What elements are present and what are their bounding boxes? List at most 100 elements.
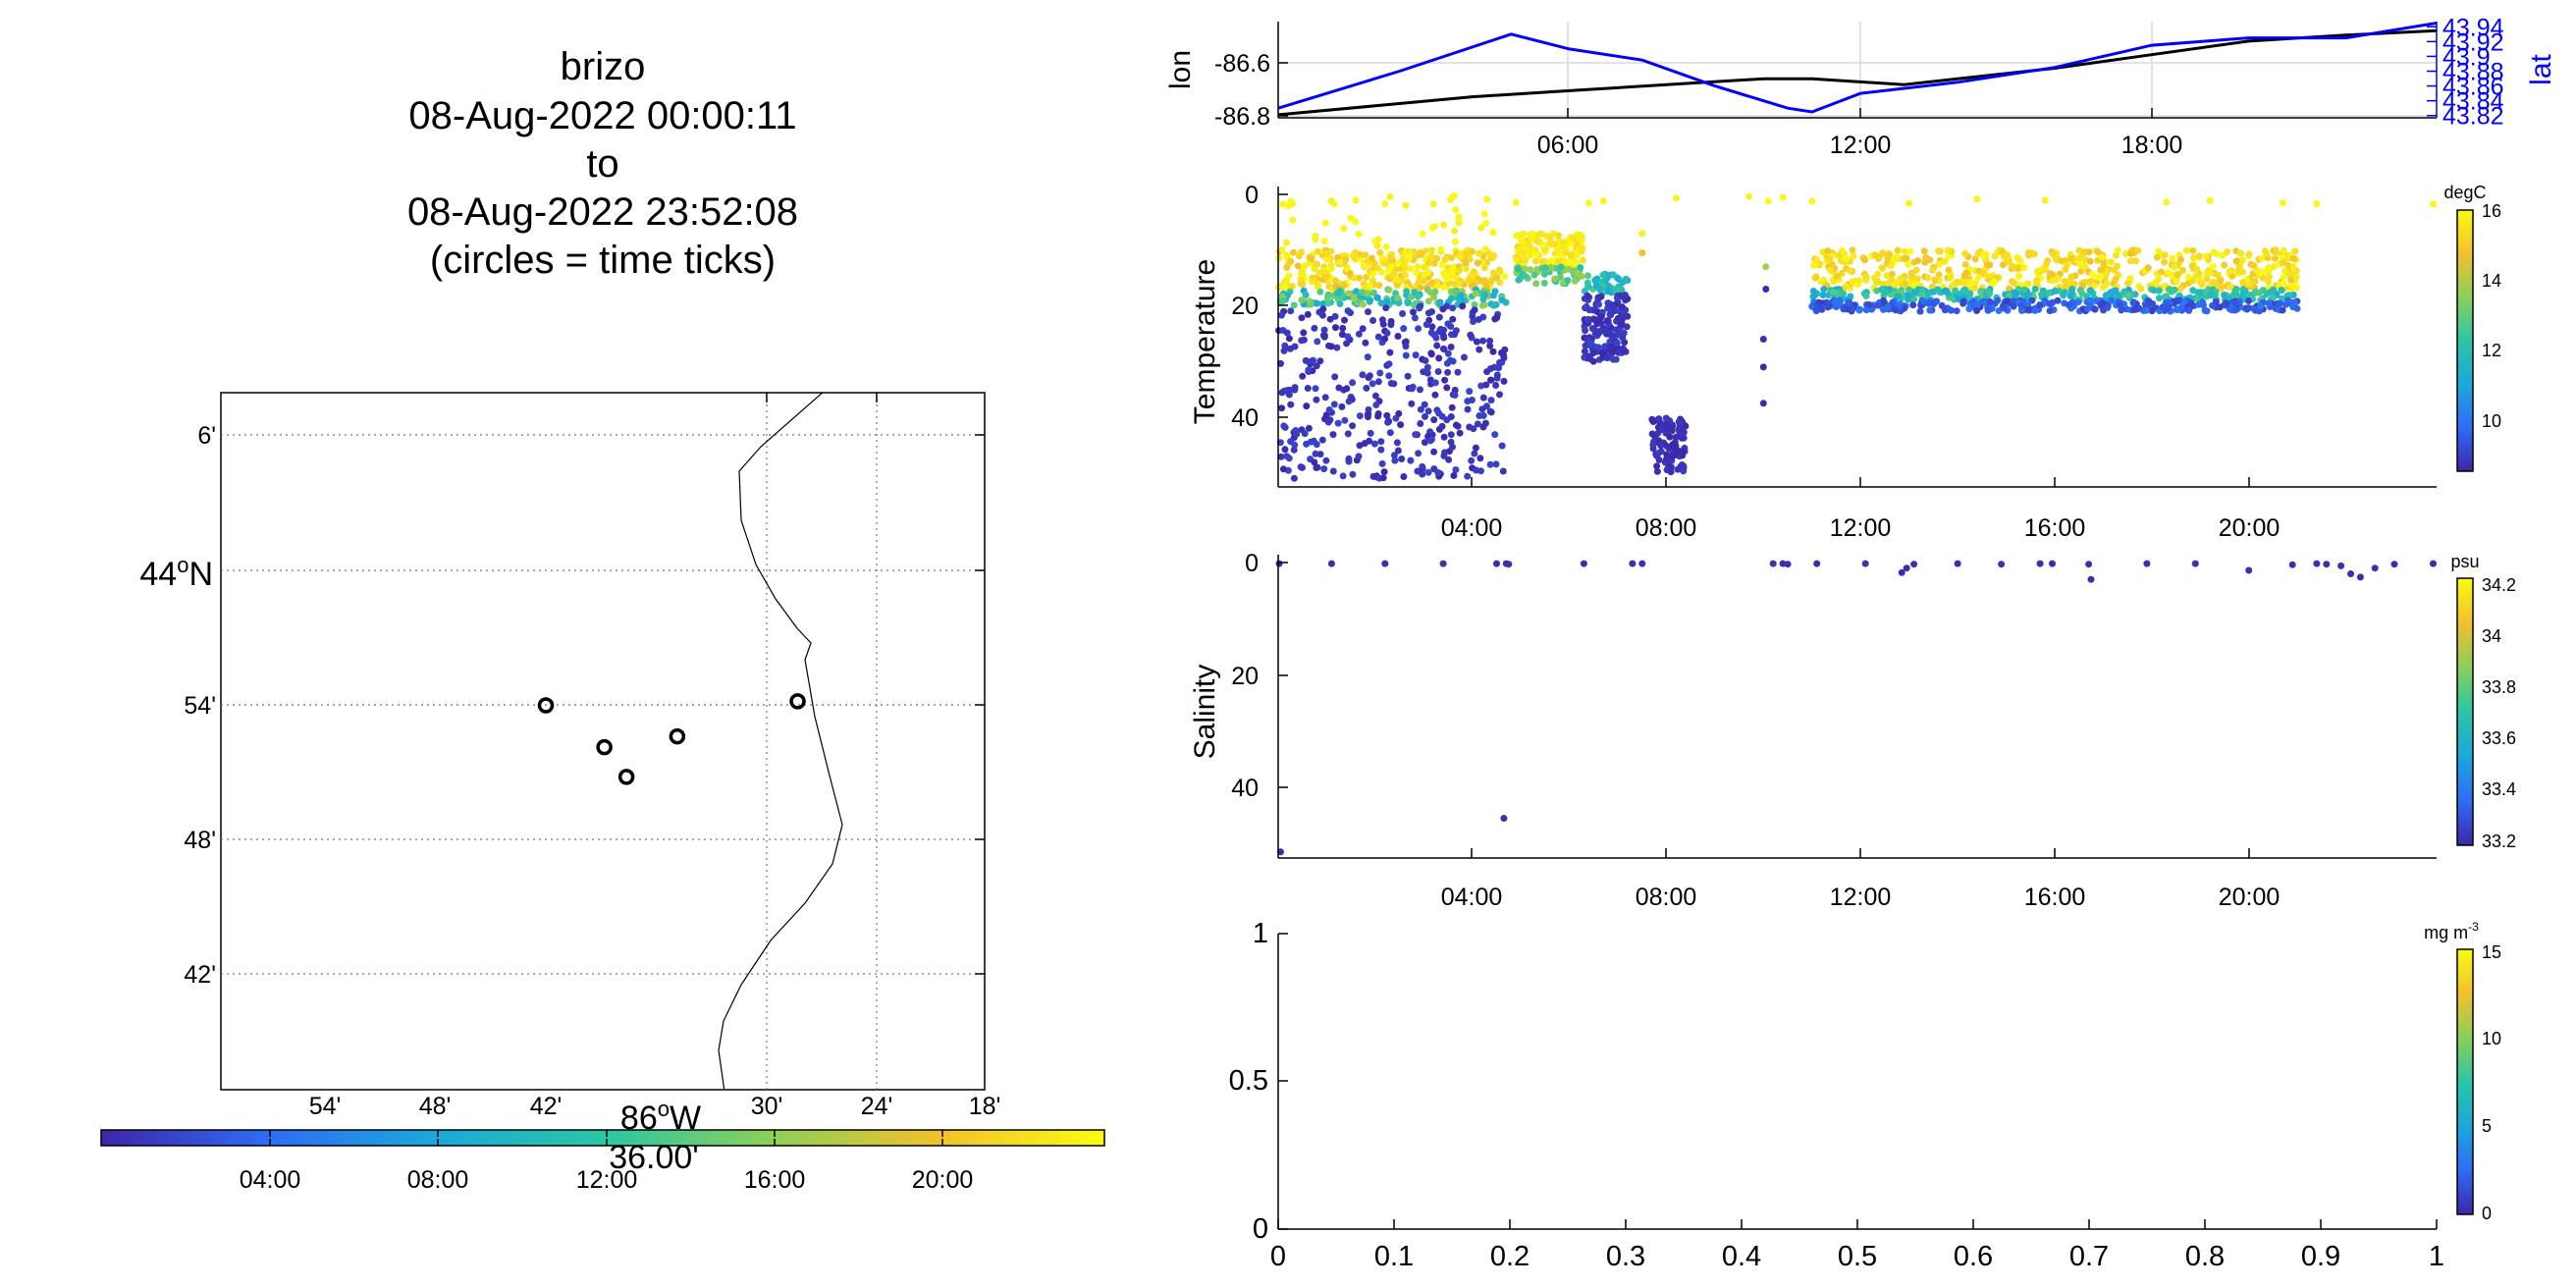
map-title-line-4: 08-Aug-2022 23:52:08 [407,190,798,234]
temperature-point [1312,385,1319,393]
temperature-point [1984,261,1992,269]
map-ticks [766,393,985,975]
temperature-point [1402,351,1410,359]
lat-tick-label: 43.94 [2442,14,2504,41]
chlorophyll-colorbar-label-base: mg m [2424,923,2468,942]
temperature-point [1540,242,1548,250]
temperature-point [1373,294,1381,301]
temperature-point [1678,434,1686,442]
temperature-point [1551,275,1559,283]
temperature-point [1305,424,1313,432]
temperature-point [1490,252,1498,260]
temperature-point [1542,232,1550,240]
temperature-point [1374,378,1382,386]
temperature-point [1314,338,1321,346]
temperature-point [1449,357,1457,365]
temperature-point [1447,438,1455,446]
salinity-colorbar-tick-332: 33.2 [2482,832,2516,851]
temperature-point [2161,251,2169,259]
temperature-point [1440,346,1448,353]
temperature-point [1434,468,1442,476]
temperature-point [1326,315,1334,323]
temperature-point [1953,278,1960,286]
temperature-point [1615,349,1623,356]
temperature-point [1285,272,1293,280]
temperature-colorbar: degC 16 14 12 10 [2443,183,2501,472]
temperature-point [1320,465,1328,473]
temperature-point [2239,289,2247,296]
temperature-point [1962,269,1970,277]
temperature-point [2313,200,2321,208]
lon-label-18: 18' [969,1093,1001,1120]
temperature-point [2086,257,2094,265]
temperature-point [2161,258,2169,266]
temperature-point [1595,300,1602,308]
temperature-point [1312,232,1319,240]
temperature-point [2036,301,2044,309]
temperature-axis-label: Temperature [1189,259,1221,424]
temperature-point [1513,232,1521,240]
temperature-point [1451,227,1458,235]
temperature-point [2006,293,2012,299]
temperature-point [1680,428,1688,436]
temp-ytick-1: 20 [1231,293,1259,320]
temperature-point [2015,272,2022,280]
temperature-point [1448,267,1456,275]
temperature-point [1472,444,1479,452]
temperature-point [1366,437,1373,445]
temperature-point [1944,246,1952,254]
temperature-point [1672,194,1680,202]
temperature-point [2152,279,2160,287]
temperature-point [1582,342,1589,349]
temperature-point [1995,307,2003,314]
temperature-point [1300,329,1308,337]
temperature-point [1452,206,1460,214]
temperature-point [1486,337,1494,345]
temperature-point [1489,229,1497,237]
temperature-point [2239,279,2247,286]
chlorophyll-colorbar-tick-0: 0 [2482,1204,2492,1223]
temperature-point [1650,438,1658,446]
temperature-point [1278,404,1286,412]
temperature-point [1447,344,1455,350]
temperature-point [1423,369,1431,377]
temperature-point [1501,273,1509,281]
temperature-point [1638,249,1646,257]
temperature-point [1655,415,1663,423]
temperature-point [1440,452,1448,459]
temperature-point [1667,468,1675,476]
temperature-point [1615,330,1623,337]
temperature-point [1322,456,1330,464]
temperature-point [1547,240,1555,247]
temperature-point [2108,296,2116,304]
temperature-point [2280,273,2287,281]
temperature-point [1920,297,1928,305]
map-gridlines [221,393,985,1090]
temperature-point [1540,279,1548,287]
temperature-point [2251,277,2259,285]
temperature-point [1495,266,1503,274]
temperature-point [1438,412,1446,420]
temperature-point [1408,400,1416,407]
temperature-point [1999,248,2006,255]
salinity-point [2323,561,2331,568]
map-title-line-5: (circles = time ticks) [430,239,776,282]
temperature-point [1350,295,1358,302]
temperature-point [1299,463,1306,471]
chl-xtick-label: 0.3 [1606,1241,1645,1272]
temperature-point [1845,299,1852,307]
temperature-point [1456,429,1464,437]
salinity-point [1275,560,1283,567]
salinity-point [2337,562,2345,569]
temperature-point [1443,359,1451,367]
temperature-point [2107,258,2115,266]
temperature-point [1522,256,1530,264]
sal-xtick-1: 08:00 [1636,884,1697,911]
temperature-point [1359,325,1367,333]
temperature-point [2041,196,2049,204]
temperature-point [1411,301,1418,309]
temperature-point [2206,196,2214,204]
temperature-point [1279,465,1287,473]
map-title-line-3: to [586,142,618,186]
chl-xtick-label: 0.4 [1722,1241,1761,1272]
